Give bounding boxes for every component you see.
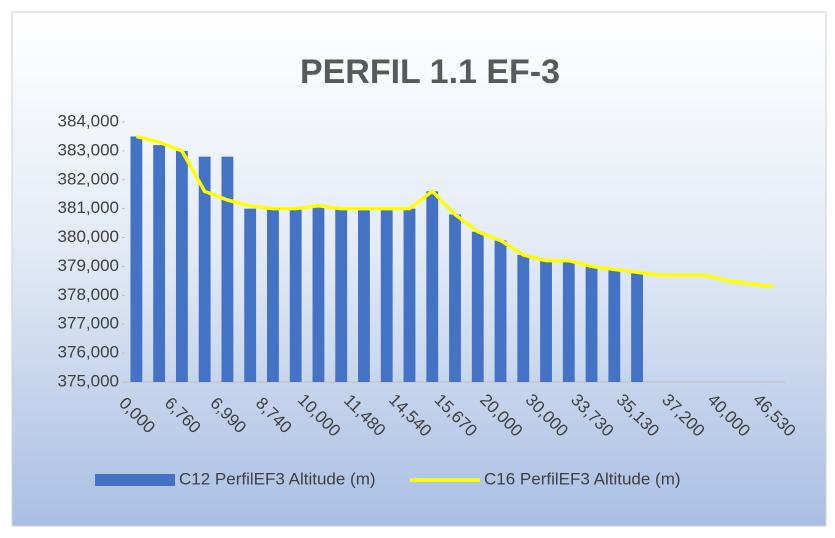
bar [449,214,461,382]
bar [175,150,188,382]
bar [426,191,439,382]
bar [608,269,621,382]
bar [380,208,393,382]
y-tick-label: 375,000 [58,371,119,390]
bar [494,240,507,382]
y-tick-label: 377,000 [58,314,119,333]
y-tick-label: 383,000 [58,140,119,159]
chart-background [11,11,827,527]
legend-label: C12 PerfilEF3 Altitude (m) [179,469,376,488]
y-tick-label: 379,000 [58,256,119,275]
y-tick-label: 378,000 [58,285,119,304]
line [135,134,774,289]
y-tick-label: 380,000 [58,227,119,246]
bar [517,254,530,382]
bar [471,231,484,382]
legend-label: C16 PerfilEF3 Altitude (m) [484,469,681,488]
bar [335,208,348,382]
y-tick-label: 381,000 [58,198,119,217]
bar [267,208,279,382]
bar [153,145,166,382]
bar [244,208,257,382]
bar [312,205,325,382]
bar [562,260,575,382]
bar [289,208,302,382]
bar [540,260,552,382]
chart-title: PERFIL 1.1 EF-3 [300,53,560,91]
bar [198,156,211,382]
bar [130,136,143,382]
y-tick-label: 384,000 [58,111,119,130]
bar [358,208,370,382]
legend-swatch [95,474,175,486]
y-tick-label: 376,000 [58,343,119,362]
bar [585,266,598,382]
bar [403,208,416,382]
bar [631,272,643,382]
bar [221,156,234,382]
y-tick-label: 382,000 [58,169,119,188]
